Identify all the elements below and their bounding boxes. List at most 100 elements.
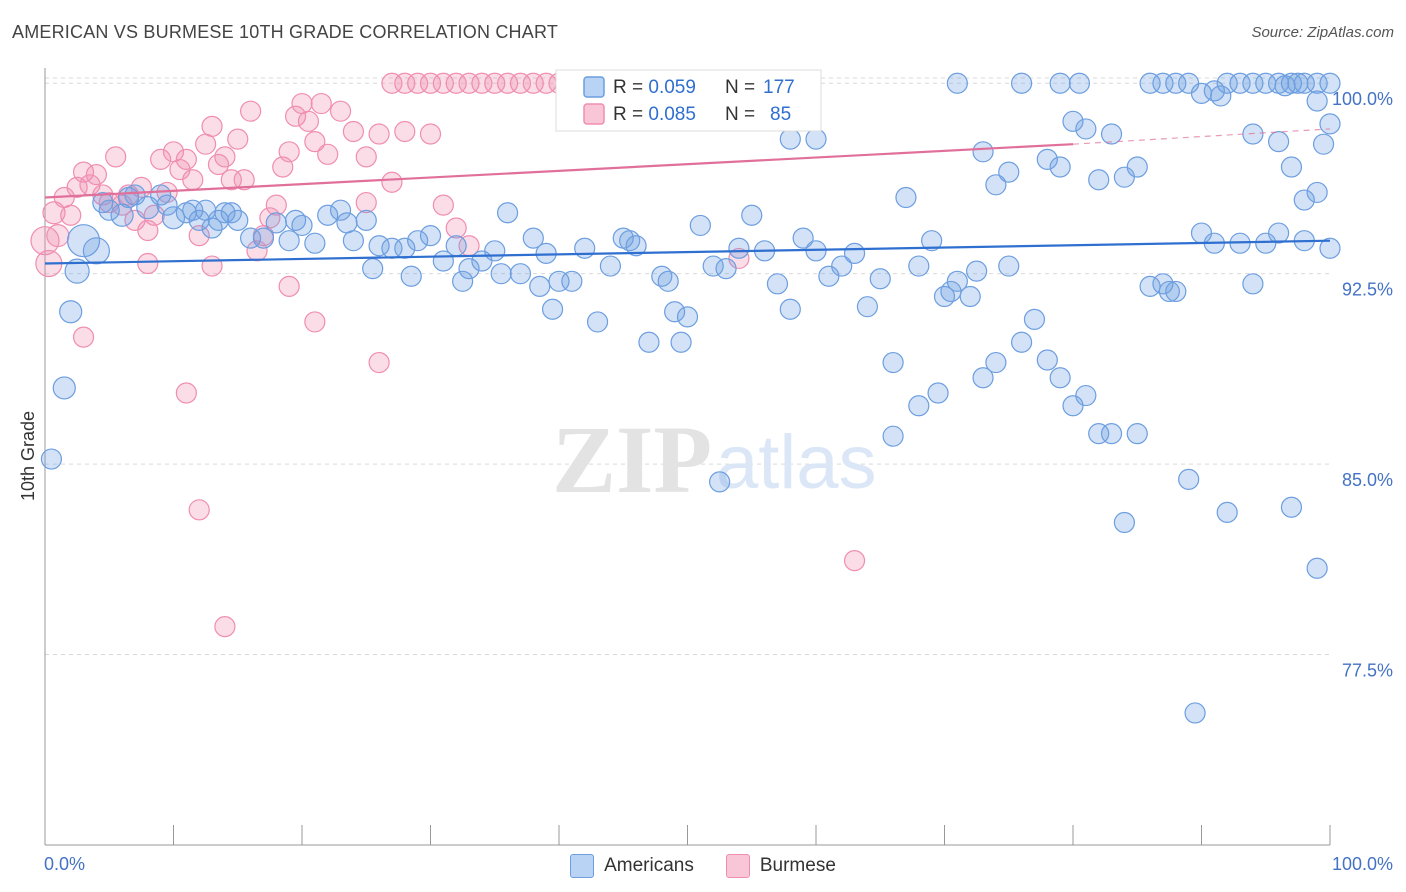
legend-n-label-americans: N = bbox=[725, 77, 760, 98]
stat-legend: R = 0.059 N = 177 R = 0.085 N = 85 bbox=[555, 69, 822, 132]
burmese-point bbox=[265, 194, 287, 216]
burmese-point bbox=[304, 131, 326, 153]
americans-point bbox=[64, 258, 90, 284]
legend-r-label-burmese: R = bbox=[613, 104, 648, 125]
burmese-point bbox=[394, 72, 416, 94]
americans-point bbox=[497, 202, 519, 224]
legend-swatch-burmese bbox=[583, 103, 605, 125]
americans-point bbox=[1319, 237, 1341, 259]
americans-point bbox=[1062, 110, 1084, 132]
americans-point bbox=[458, 257, 480, 280]
burmese-point bbox=[150, 148, 172, 171]
americans-point bbox=[535, 242, 557, 264]
legend-item-burmese[interactable]: Burmese bbox=[725, 854, 836, 878]
americans-point bbox=[946, 72, 968, 94]
burmese-point bbox=[355, 146, 377, 168]
burmese-point bbox=[227, 128, 249, 150]
americans-point bbox=[741, 204, 763, 226]
americans-point bbox=[1319, 113, 1341, 135]
americans-point bbox=[400, 265, 422, 287]
americans-point bbox=[1319, 72, 1341, 94]
americans-point bbox=[972, 141, 994, 163]
americans-point bbox=[998, 161, 1020, 183]
burmese-point bbox=[843, 550, 866, 572]
legend-r-label-americans: R = bbox=[613, 77, 648, 98]
americans-point bbox=[329, 199, 352, 221]
americans-point bbox=[227, 209, 249, 231]
americans-point bbox=[1306, 181, 1328, 204]
legend-r-value-americans: 0.059 bbox=[648, 77, 696, 98]
americans-point bbox=[792, 227, 814, 249]
americans-point bbox=[1158, 280, 1180, 303]
americans-point bbox=[1165, 280, 1187, 303]
americans-point bbox=[1178, 468, 1200, 490]
x-tick-label-start: 0.0% bbox=[44, 854, 85, 874]
burmese-point bbox=[201, 255, 223, 277]
burmese-point bbox=[188, 499, 210, 521]
americans-point bbox=[1152, 72, 1174, 94]
burmese-point bbox=[329, 100, 352, 122]
americans-point bbox=[1049, 367, 1071, 389]
americans-point bbox=[638, 331, 660, 353]
americans-point bbox=[394, 237, 416, 259]
americans-point bbox=[908, 395, 930, 417]
legend-swatch-americans bbox=[583, 76, 605, 98]
americans-point bbox=[304, 232, 326, 254]
burmese-point bbox=[85, 164, 108, 186]
americans-point bbox=[670, 331, 692, 353]
burmese-point bbox=[240, 100, 262, 122]
americans-point bbox=[1075, 384, 1097, 407]
americans-point bbox=[419, 224, 442, 247]
americans-point bbox=[985, 351, 1007, 374]
americans-point bbox=[490, 263, 512, 285]
burmese-trend-line bbox=[44, 143, 1074, 199]
americans-point bbox=[1287, 72, 1309, 94]
americans-point bbox=[728, 237, 750, 259]
burmese-point bbox=[458, 72, 480, 94]
americans-point bbox=[52, 376, 76, 400]
burmese-trend-extension bbox=[1072, 128, 1331, 145]
legend-item-americans[interactable]: Americans bbox=[570, 854, 694, 878]
americans-point bbox=[1229, 72, 1251, 94]
americans-point bbox=[805, 128, 827, 150]
burmese-point bbox=[278, 141, 300, 163]
americans-point bbox=[998, 255, 1020, 277]
americans-point bbox=[895, 186, 917, 209]
americans-point bbox=[1306, 90, 1328, 112]
legend-label-americans: Americans bbox=[604, 855, 694, 876]
americans-point bbox=[1126, 423, 1148, 445]
burmese-point bbox=[220, 169, 242, 191]
americans-point bbox=[831, 255, 853, 277]
americans-point bbox=[240, 227, 262, 249]
burmese-point bbox=[182, 169, 204, 191]
legend-swatch-burmese-bottom bbox=[725, 854, 750, 878]
burmese-point bbox=[394, 120, 416, 143]
burmese-point bbox=[30, 226, 60, 256]
americans-point bbox=[1010, 72, 1033, 94]
watermark-zip: ZIP bbox=[552, 406, 712, 513]
americans-point bbox=[1010, 331, 1033, 353]
americans-trend-line bbox=[44, 239, 1331, 265]
burmese-point bbox=[214, 616, 236, 638]
series-legend: Americans Burmese bbox=[0, 854, 1406, 878]
americans-point bbox=[362, 257, 384, 280]
burmese-point bbox=[381, 72, 403, 94]
americans-point bbox=[317, 204, 339, 226]
burmese-point bbox=[233, 169, 255, 191]
americans-point bbox=[1126, 156, 1148, 178]
americans-point bbox=[625, 235, 647, 257]
americans-point bbox=[407, 230, 429, 252]
americans-point bbox=[599, 255, 622, 277]
burmese-point bbox=[471, 72, 493, 94]
burmese-point bbox=[381, 171, 403, 193]
americans-point bbox=[156, 194, 178, 216]
burmese-point bbox=[509, 72, 532, 94]
burmese-point bbox=[355, 191, 377, 214]
svg-text:N = 85: N = 85 bbox=[725, 104, 791, 125]
americans-point bbox=[664, 301, 686, 323]
americans-point bbox=[529, 275, 551, 297]
burmese-point bbox=[419, 72, 442, 94]
burmese-point bbox=[72, 326, 95, 348]
chart-source: Source: ZipAtlas.com bbox=[1251, 24, 1394, 41]
